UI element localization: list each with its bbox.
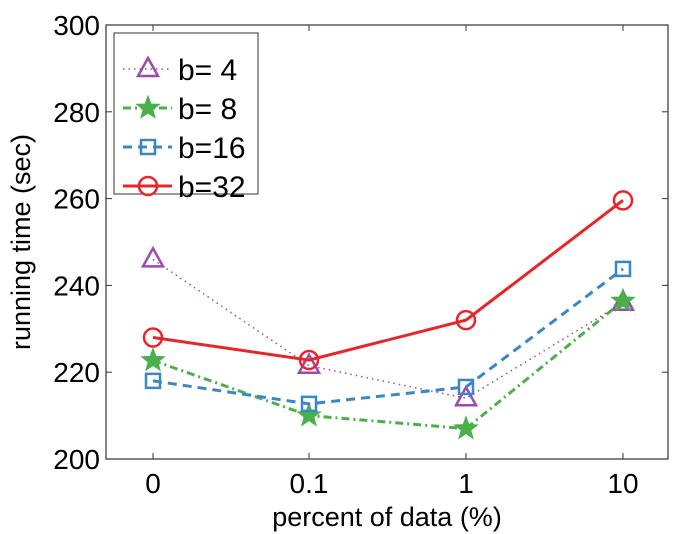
square-marker [144,372,162,390]
y-tick-label: 260 [53,184,100,215]
circle-marker [142,327,164,348]
legend-label: b=16 [178,132,246,165]
series-square [144,260,632,413]
square-marker [300,395,318,413]
legend-item: b=16 [123,132,246,165]
circle-marker [298,349,320,371]
series-star [140,287,636,440]
triangle-marker [140,245,166,268]
legend-star-icon [135,94,161,119]
plot-frame [105,24,669,460]
x-axis-label: percent of data (%) [272,502,502,532]
legend-triangle-icon [135,55,161,78]
x-tick-label: 0 [145,468,161,499]
y-tick-label: 300 [53,10,100,41]
x-tick-label: 10 [607,468,638,499]
triangle-marker [296,352,322,374]
star-marker [140,347,166,372]
star-marker [296,402,322,427]
legend-circle-icon [137,175,159,197]
y-tick-label: 220 [53,357,100,388]
legend-item: b= 4 [123,54,237,87]
legend-box [113,32,259,195]
legend: b= 4 b= 8 b=16 b=32 [113,32,259,204]
series-line [152,267,624,406]
series-line [152,258,624,400]
y-tick-label: 240 [53,270,100,301]
legend-label: b=32 [178,171,246,204]
series-circle [142,190,634,371]
legend-label: b= 4 [178,54,237,87]
star-marker [610,287,636,312]
axes: 200 220 240 260 280 300 0 0.1 1 10 [53,10,669,499]
legend-item: b= 8 [123,93,237,126]
square-marker [614,260,632,278]
circle-marker [612,190,634,211]
legend-square-icon [139,138,157,156]
legend-item: b=32 [123,171,246,204]
y-axis-label: running time (sec) [6,134,36,350]
legend-label: b= 8 [178,93,237,126]
star-marker [453,415,479,440]
circle-marker [455,309,477,331]
x-tick-label: 1 [458,468,474,499]
y-tick-label: 200 [53,444,100,475]
x-tick-label: 0.1 [290,468,329,499]
series-line [152,199,624,362]
series-group [140,190,636,440]
y-tick-label: 280 [53,97,100,128]
triangle-marker [453,384,479,407]
square-marker [457,378,475,396]
